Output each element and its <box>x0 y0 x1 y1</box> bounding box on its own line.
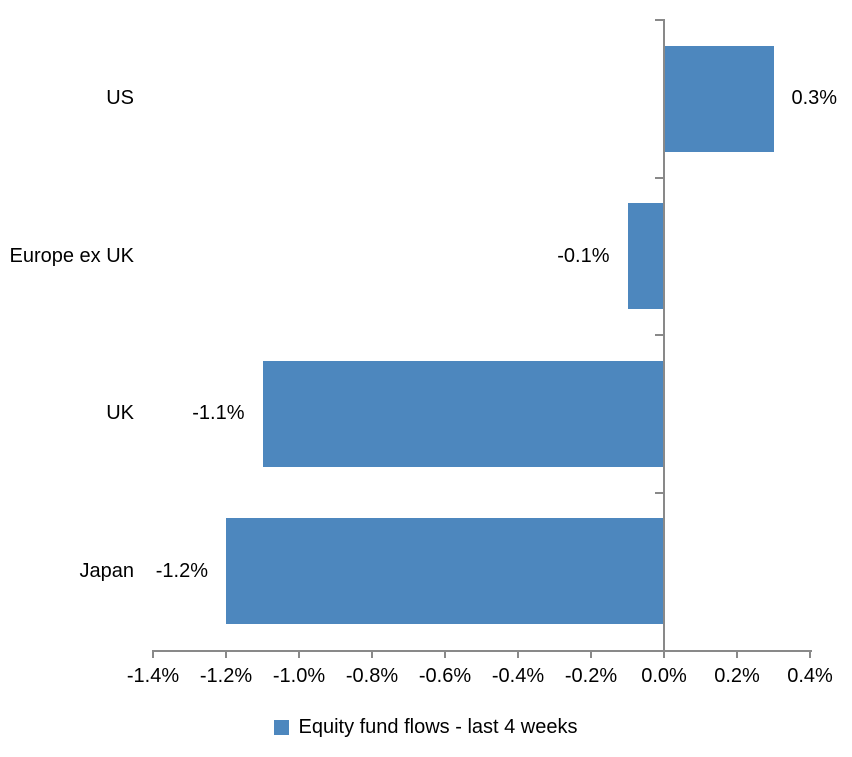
x-axis-tick <box>517 650 519 658</box>
zero-baseline <box>663 19 665 657</box>
legend: Equity fund flows - last 4 weeks <box>0 716 852 739</box>
category-axis-tick <box>655 334 664 336</box>
category-label-japan: Japan <box>79 559 135 582</box>
legend-marker <box>274 720 290 735</box>
category-axis-tick <box>655 176 664 179</box>
category-label-us: US <box>106 87 134 110</box>
x-axis-tick-label: -0.6% <box>418 665 472 687</box>
x-axis-tick-label: 0.2% <box>714 665 760 687</box>
x-axis-tick <box>736 650 738 658</box>
x-axis-tick-label: -0.4% <box>491 665 545 687</box>
x-axis-tick-label: -1.2% <box>199 665 253 687</box>
value-label-uk: -1.1% <box>192 402 245 425</box>
value-label-japan: -1.2% <box>155 559 208 582</box>
bar-us <box>664 45 774 152</box>
x-axis-tick-label: -0.2% <box>564 665 618 687</box>
category-axis-tick <box>655 19 664 21</box>
legend-label: Equity fund flows - last 4 weeks <box>298 716 578 738</box>
x-axis-tick <box>152 650 154 658</box>
category-label-uk: UK <box>106 402 134 425</box>
bar-japan <box>226 518 664 625</box>
bar-uk <box>262 360 664 467</box>
x-axis-tick-label: 0.4% <box>787 665 833 687</box>
value-label-europe-ex-uk: -0.1% <box>557 244 610 267</box>
category-axis-tick <box>655 491 664 494</box>
x-axis-tick-label: -1.4% <box>126 665 180 687</box>
x-axis-tick <box>225 650 227 658</box>
category-label-europe-ex-uk: Europe ex UK <box>9 244 134 267</box>
x-axis-tick-label: 0.0% <box>641 665 687 687</box>
x-axis-tick <box>809 650 811 658</box>
x-axis-tick <box>371 650 373 658</box>
x-axis-tick <box>298 650 300 658</box>
x-axis-tick <box>590 650 592 658</box>
x-axis-line <box>152 650 812 652</box>
bar-europe-ex-uk <box>627 203 664 310</box>
x-axis-tick-label: -1.0% <box>272 665 326 687</box>
value-label-us: 0.3% <box>791 87 838 110</box>
x-axis-tick <box>444 650 446 658</box>
x-axis-tick-label: -0.8% <box>345 665 399 687</box>
